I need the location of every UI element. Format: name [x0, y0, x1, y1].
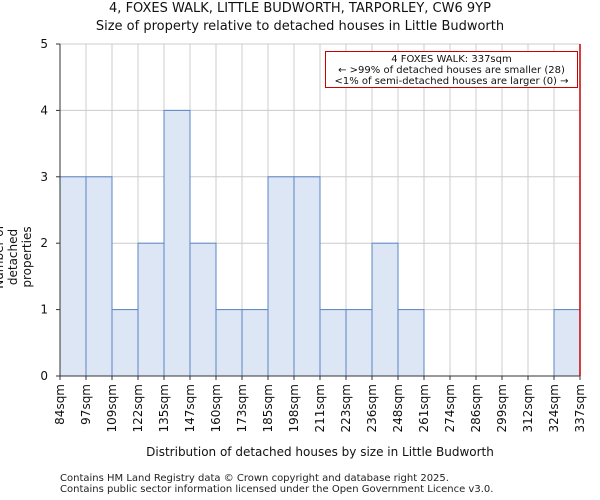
- x-tick-label: 97sqm: [79, 384, 93, 425]
- y-tick-label: 4: [40, 103, 48, 117]
- histogram-bar: [163, 109, 191, 377]
- x-tick-label: 299sqm: [495, 384, 509, 432]
- histogram-bar: [189, 242, 217, 377]
- y-tick-label: 5: [40, 37, 48, 51]
- histogram-bar: [267, 176, 295, 377]
- x-tick-label: 236sqm: [365, 384, 379, 432]
- histogram-bar: [85, 176, 113, 377]
- annotation-line1: 4 FOXES WALK: 337sqm: [391, 54, 512, 65]
- histogram-bar: [293, 176, 321, 377]
- x-tick-label: 173sqm: [235, 384, 249, 432]
- histogram-bar: [553, 309, 581, 377]
- histogram-bar: [215, 309, 243, 377]
- x-tick-label: 198sqm: [287, 384, 301, 432]
- x-tick-label: 211sqm: [313, 384, 327, 432]
- x-tick-label: 261sqm: [417, 384, 431, 432]
- x-tick-label: 135sqm: [157, 384, 171, 432]
- footer-line1: Contains HM Land Registry data © Crown c…: [60, 473, 449, 484]
- chart-title-line1: 4, FOXES WALK, LITTLE BUDWORTH, TARPORLE…: [109, 1, 491, 16]
- histogram-bar: [137, 242, 165, 377]
- x-tick-label: 312sqm: [521, 384, 535, 432]
- y-tick-label: 3: [40, 170, 48, 184]
- x-tick-label: 223sqm: [339, 384, 353, 432]
- y-tick-label: 0: [40, 369, 48, 383]
- x-tick-label: 274sqm: [443, 384, 457, 432]
- x-axis-label: Distribution of detached houses by size …: [146, 445, 494, 459]
- histogram-bar: [241, 309, 269, 377]
- y-tick-label: 1: [40, 303, 48, 317]
- x-tick-label: 185sqm: [261, 384, 275, 432]
- x-tick-label: 109sqm: [105, 384, 119, 432]
- histogram-bar: [345, 309, 373, 377]
- histogram-bar: [111, 309, 139, 377]
- x-tick-label: 337sqm: [573, 384, 587, 432]
- x-tick-label: 84sqm: [53, 384, 67, 425]
- chart-title-line2: Size of property relative to detached ho…: [95, 19, 505, 34]
- x-tick-label: 122sqm: [131, 384, 145, 432]
- x-tick-label: 147sqm: [183, 384, 197, 432]
- histogram-bar: [319, 309, 347, 377]
- property-annotation-box: 4 FOXES WALK: 337sqm ← >99% of detached …: [325, 51, 578, 88]
- y-axis-label: Number of detached properties: [0, 225, 34, 289]
- x-tick-label: 248sqm: [391, 384, 405, 432]
- y-tick-label: 2: [40, 236, 48, 250]
- annotation-line2: ← >99% of detached houses are smaller (2…: [338, 65, 565, 76]
- x-tick-label: 160sqm: [209, 384, 223, 432]
- footer-line2: Contains public sector information licen…: [60, 484, 494, 495]
- annotation-line3: <1% of semi-detached houses are larger (…: [334, 76, 569, 87]
- histogram-bar: [397, 309, 425, 377]
- x-tick-label: 324sqm: [547, 384, 561, 432]
- x-tick-label: 286sqm: [469, 384, 483, 432]
- histogram-bar: [371, 242, 399, 377]
- histogram-bar: [59, 176, 87, 377]
